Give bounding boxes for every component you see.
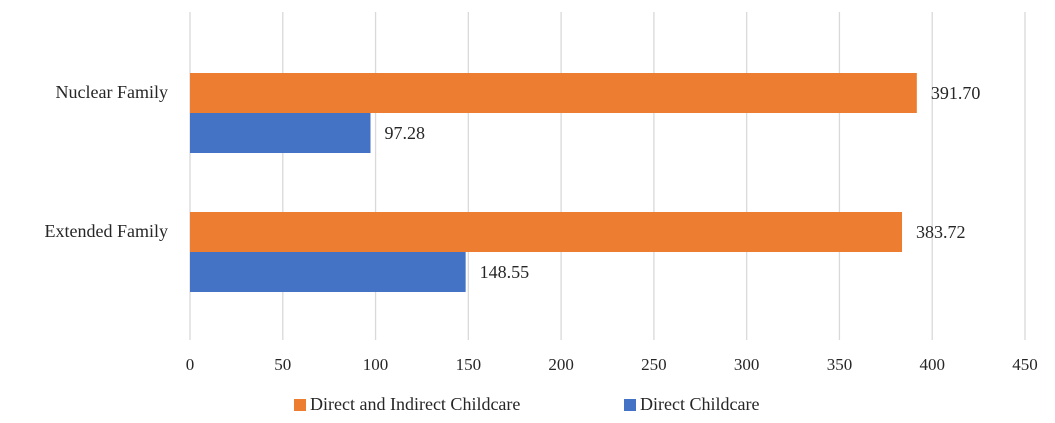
data-label: 97.28 (385, 123, 426, 143)
x-tick-label: 450 (1012, 355, 1038, 374)
bar-direct-extended (190, 252, 466, 292)
x-tick-label: 200 (548, 355, 574, 374)
data-labels: 391.70 97.28 383.72 148.55 (385, 83, 981, 282)
gridlines (189, 12, 1026, 340)
category-label: Extended Family (45, 221, 168, 241)
x-tick-label: 0 (186, 355, 195, 374)
x-tick-label: 250 (641, 355, 667, 374)
category-label: Nuclear Family (56, 82, 168, 102)
legend: Direct and Indirect Childcare Direct Chil… (294, 394, 759, 414)
x-tick-label: 50 (274, 355, 291, 374)
category-labels: Nuclear Family Extended Family (45, 82, 168, 241)
x-tick-label: 350 (827, 355, 853, 374)
bar-direct-and-indirect-extended (190, 212, 903, 252)
x-tick-label: 100 (363, 355, 389, 374)
legend-label: Direct and Indirect Childcare (310, 394, 520, 414)
data-label: 148.55 (480, 262, 530, 282)
bars (190, 73, 917, 292)
x-tick-label: 150 (456, 355, 482, 374)
legend-label: Direct Childcare (640, 394, 759, 414)
x-axis-tick-labels: 0 50 100 150 200 250 300 350 400 450 (186, 355, 1038, 374)
bar-direct-nuclear (190, 113, 371, 153)
legend-swatch-direct (624, 399, 636, 411)
x-tick-label: 400 (919, 355, 945, 374)
data-label: 383.72 (916, 222, 966, 242)
data-label: 391.70 (931, 83, 981, 103)
legend-swatch-direct-and-indirect (294, 399, 306, 411)
bar-direct-and-indirect-nuclear (190, 73, 917, 113)
x-tick-label: 300 (734, 355, 760, 374)
